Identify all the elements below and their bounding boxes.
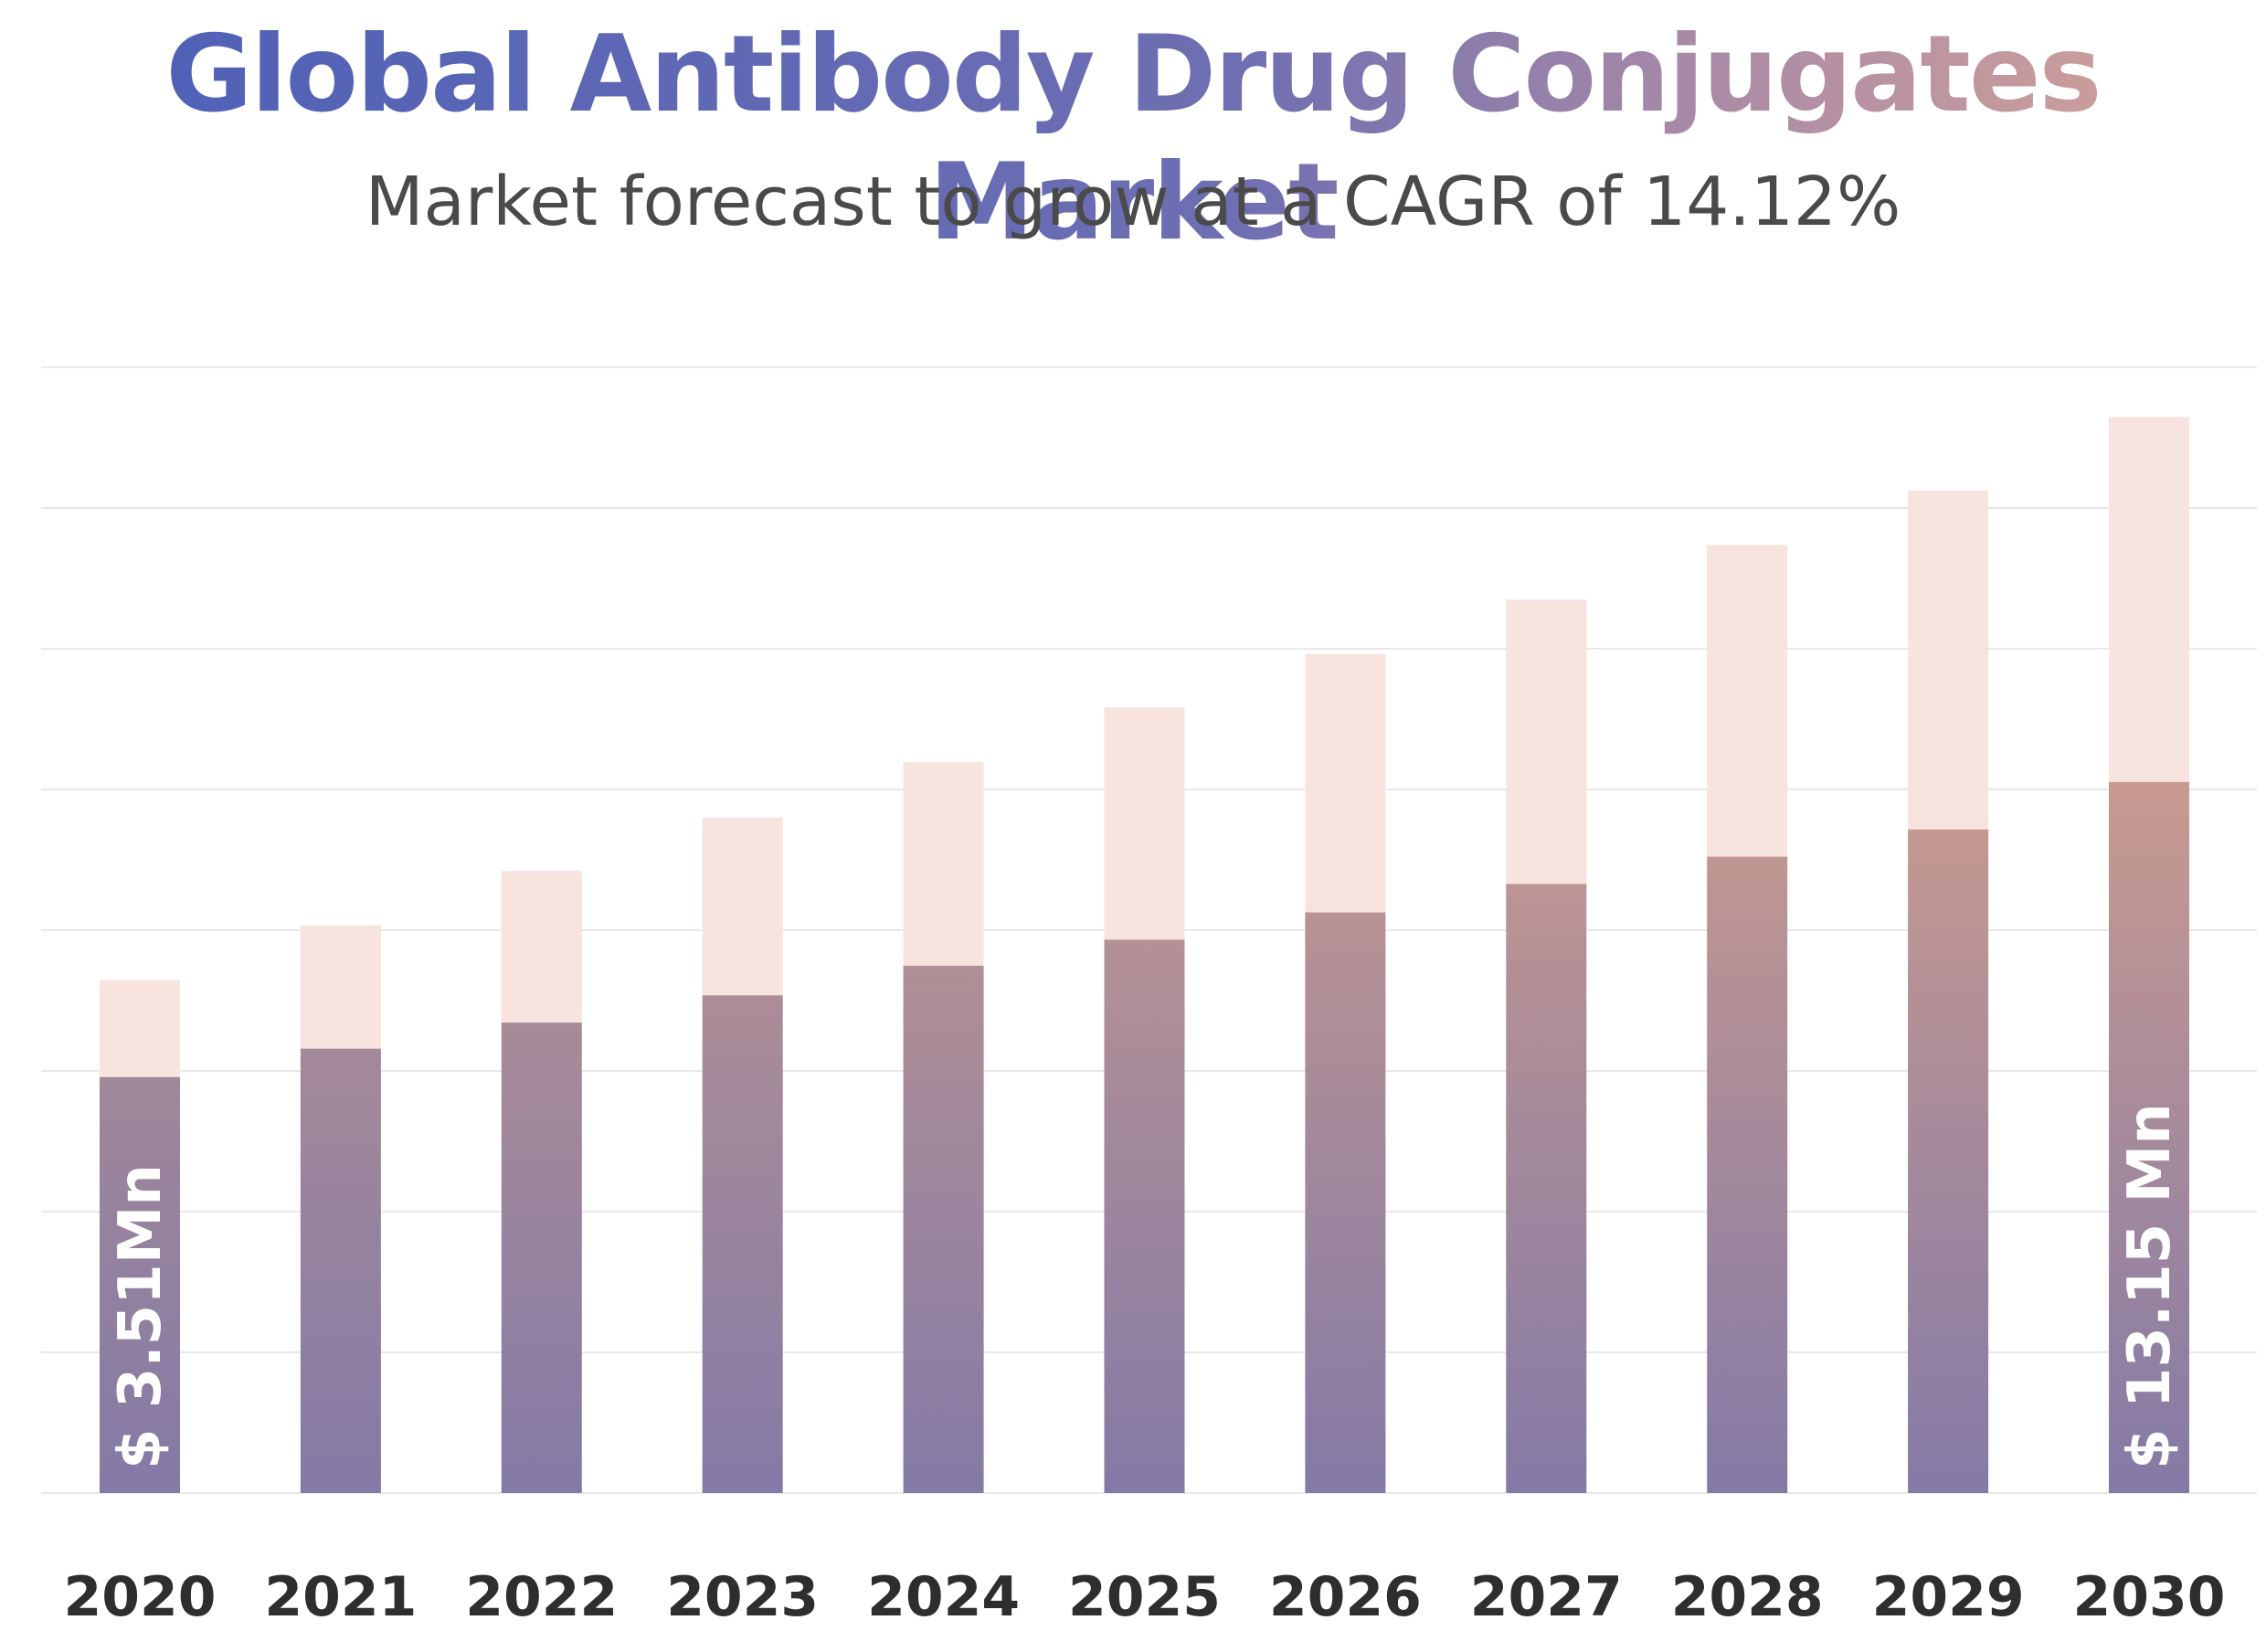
- bar-2025: [1104, 939, 1185, 1493]
- chart-subtitle: Market forecast to grow at a CAGR of 14.…: [365, 163, 1901, 241]
- annotation-2020: $ 3.51Mn: [107, 1164, 175, 1469]
- bar-2029: [1908, 829, 1989, 1493]
- bar-upper-segment-2022: [501, 871, 582, 1023]
- tick-label-2025: 2025: [1068, 1565, 1221, 1629]
- bar-2020: [100, 1076, 180, 1493]
- annotation-2030: $ 13.15 Mn: [2116, 1103, 2184, 1469]
- bar-2022: [501, 1022, 582, 1493]
- tick-label-2024: 2024: [867, 1565, 1020, 1629]
- bar-upper-segment-2023: [702, 817, 783, 996]
- bar-upper-segment-2030: [2109, 417, 2189, 782]
- bar-upper-segment-2027: [1506, 599, 1587, 884]
- bar-upper-segment-2024: [903, 761, 984, 966]
- bar-upper-segment-2026: [1305, 653, 1386, 913]
- bar-upper-segment-2020: [100, 980, 180, 1077]
- bar-upper-segment-2029: [1908, 490, 1989, 830]
- tick-label-2022: 2022: [465, 1565, 618, 1629]
- bars: [100, 417, 2189, 1493]
- bar-2027: [1506, 884, 1587, 1493]
- bar-2021: [300, 1048, 381, 1493]
- bar-upper-segment-2021: [300, 925, 381, 1049]
- bar-2026: [1305, 912, 1386, 1493]
- chart-title: Global Antibody Drug Conjugates Market: [0, 11, 2266, 267]
- bar-upper-segment-2028: [1707, 545, 1788, 857]
- bar-upper-segment-2025: [1104, 707, 1185, 940]
- tick-label-2030: 2030: [2073, 1565, 2226, 1629]
- bar-2028: [1707, 856, 1788, 1493]
- annotations: $ 3.51Mn $ 13.15 Mn: [107, 1103, 2184, 1469]
- tick-labels: 2020 2021 2022 2023 2024 2025 2026 2027 2028 2029…: [64, 1565, 2226, 1629]
- bar-2030: [2109, 781, 2189, 1493]
- tick-label-2023: 2023: [666, 1565, 819, 1629]
- tick-label-2020: 2020: [64, 1565, 217, 1629]
- bar-2024: [903, 965, 984, 1493]
- bar-2023: [702, 995, 783, 1493]
- tick-label-2029: 2029: [1872, 1565, 2025, 1629]
- tick-label-2026: 2026: [1269, 1565, 1422, 1629]
- tick-label-2021: 2021: [264, 1565, 417, 1629]
- tick-label-2028: 2028: [1671, 1565, 1824, 1629]
- tick-label-2027: 2027: [1470, 1565, 1623, 1629]
